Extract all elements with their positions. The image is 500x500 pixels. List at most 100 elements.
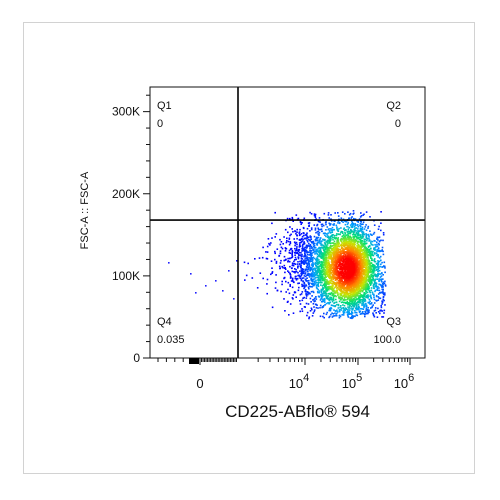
- event-dot: [302, 280, 304, 282]
- event-dot: [344, 272, 346, 275]
- event-dot: [370, 262, 373, 264]
- event-dot: [364, 310, 366, 313]
- event-dot: [283, 298, 285, 300]
- event-dot: [363, 270, 366, 273]
- event-dot: [296, 249, 298, 252]
- event-dot: [345, 238, 348, 241]
- event-dot: [363, 251, 366, 254]
- event-dot: [325, 276, 327, 278]
- event-dot: [376, 276, 379, 278]
- event-dot: [372, 283, 375, 286]
- event-dot: [343, 251, 346, 254]
- event-dot: [381, 288, 383, 291]
- event-dot: [382, 281, 385, 284]
- event-dot: [362, 300, 365, 302]
- event-dot: [313, 245, 316, 247]
- event-dot: [340, 285, 343, 288]
- event-dot: [366, 282, 369, 285]
- event-dot: [337, 311, 339, 313]
- event-dot: [377, 262, 380, 264]
- event-dot: [311, 257, 313, 259]
- event-dot: [363, 255, 366, 257]
- event-dot: [378, 297, 380, 299]
- event-dot: [342, 271, 344, 274]
- event-dot: [297, 282, 299, 285]
- event-dot: [372, 287, 375, 289]
- event-dot: [370, 287, 373, 289]
- event-dot: [330, 307, 333, 310]
- event-dot: [294, 271, 296, 274]
- event-dot: [330, 228, 332, 230]
- event-dot: [380, 280, 383, 283]
- event-dot: [293, 260, 295, 263]
- event-dot: [332, 285, 334, 287]
- event-dot: [348, 302, 350, 304]
- event-dot: [349, 300, 351, 303]
- event-dot: [375, 299, 377, 302]
- event-dot: [335, 291, 337, 294]
- event-dot: [294, 268, 296, 270]
- event-dot: [361, 226, 364, 229]
- event-dot: [308, 236, 310, 239]
- event-dot: [332, 260, 334, 262]
- event-dot: [360, 223, 363, 226]
- event-dot: [334, 267, 337, 270]
- event-dot: [357, 296, 360, 298]
- event-dot: [271, 306, 274, 309]
- event-dot: [308, 276, 311, 278]
- event-dot: [352, 213, 354, 215]
- event-dot: [323, 232, 326, 234]
- event-dot: [293, 238, 295, 240]
- event-dot: [340, 271, 342, 274]
- event-dot: [320, 263, 322, 266]
- event-dot: [302, 272, 305, 275]
- event-dot: [349, 313, 352, 315]
- event-dot: [354, 272, 357, 275]
- event-dot: [361, 290, 364, 293]
- event-dot: [268, 242, 270, 245]
- event-dot: [364, 264, 366, 267]
- event-dot: [303, 255, 306, 258]
- event-dot: [311, 273, 313, 275]
- event-dot: [362, 288, 365, 290]
- event-dot: [373, 310, 376, 312]
- event-dot: [369, 233, 372, 235]
- event-dot: [318, 291, 321, 294]
- event-dot: [295, 268, 297, 271]
- event-dot: [382, 298, 384, 301]
- event-dot: [351, 302, 353, 304]
- event-dot: [339, 292, 341, 295]
- event-dot: [283, 264, 286, 267]
- event-dot: [369, 291, 372, 294]
- event-dot: [299, 275, 302, 278]
- event-dot: [310, 213, 313, 215]
- event-dot: [300, 274, 303, 277]
- event-dot: [299, 254, 302, 256]
- event-dot: [365, 211, 368, 213]
- event-dot: [375, 294, 378, 297]
- event-dot: [340, 257, 343, 260]
- event-dot: [329, 269, 332, 272]
- event-dot: [301, 222, 303, 224]
- event-dot: [353, 295, 355, 298]
- event-dot: [380, 306, 383, 309]
- event-dot: [319, 299, 322, 301]
- event-dot: [321, 225, 323, 228]
- event-dot: [331, 271, 333, 274]
- event-dot: [355, 235, 357, 238]
- event-dot: [346, 295, 348, 297]
- event-dot: [332, 288, 335, 291]
- event-dot: [258, 257, 261, 259]
- event-dot: [298, 282, 300, 284]
- event-dot: [336, 290, 338, 293]
- event-dot: [286, 240, 288, 242]
- event-dot: [265, 257, 268, 260]
- event-dot: [287, 231, 289, 234]
- event-dot: [373, 294, 375, 297]
- event-dot: [383, 261, 386, 264]
- event-dot: [324, 221, 327, 224]
- event-dot: [308, 225, 310, 227]
- event-dot: [355, 263, 358, 266]
- event-dot: [376, 236, 379, 239]
- event-dot: [343, 252, 345, 255]
